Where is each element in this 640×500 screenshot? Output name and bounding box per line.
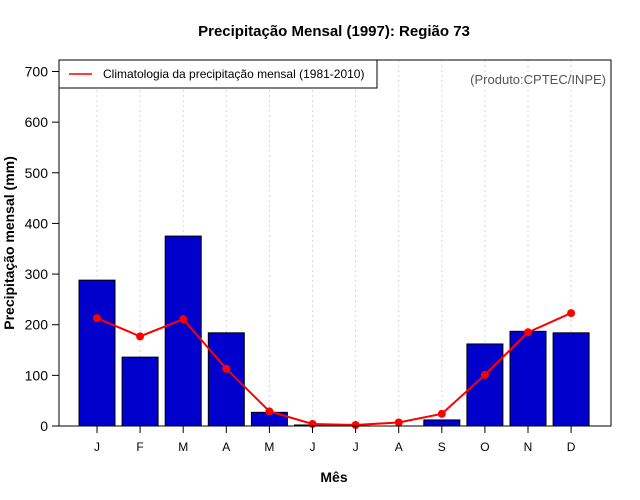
bar-4 <box>207 332 245 427</box>
chart-title: Precipitação Mensal (1997): Região 73 <box>198 23 470 40</box>
y-tick-label: 300 <box>25 266 49 282</box>
x-tick-label: M <box>178 440 188 454</box>
x-axis-label: Mês <box>320 469 347 485</box>
climatology-point-1 <box>93 314 101 323</box>
y-tick-label: 500 <box>25 165 49 181</box>
x-tick-label: O <box>480 440 489 454</box>
bars <box>78 235 590 427</box>
bar-3 <box>164 235 202 427</box>
climatology-point-11 <box>524 328 532 337</box>
y-tick-label: 0 <box>40 418 48 434</box>
y-tick-label: 700 <box>25 64 49 80</box>
climatology-point-2 <box>136 332 145 341</box>
bar-2 <box>121 356 159 427</box>
y-tick-label: 600 <box>25 114 49 130</box>
climatology-point-7 <box>351 420 360 429</box>
climatology-point-8 <box>394 418 403 427</box>
x-tick-label: J <box>310 440 316 454</box>
climatology-line <box>96 312 572 426</box>
legend-entry-climatology: Climatologia da precipitação mensal (198… <box>103 67 364 81</box>
legend-box <box>58 59 378 89</box>
credit-annotation: (Produto:CPTEC/INPE) <box>470 72 606 87</box>
y-axis: 0 100 200 300 400 500 600 700 <box>25 64 59 434</box>
bar-12 <box>552 332 590 427</box>
climatology-point-4 <box>222 364 231 373</box>
x-tick-label: N <box>524 440 533 454</box>
x-tick-label: J <box>353 440 359 454</box>
x-tick-label: M <box>264 440 274 454</box>
y-tick-label: 200 <box>25 317 49 333</box>
climatology-line-group <box>93 309 576 429</box>
climatology-point-10 <box>480 370 489 379</box>
climatology-point-5 <box>265 407 274 416</box>
climatology-point-3 <box>179 315 188 324</box>
y-tick-label: 400 <box>25 215 49 231</box>
bar-1 <box>78 279 116 427</box>
y-tick-label: 100 <box>25 367 49 383</box>
x-tick-label: F <box>136 440 143 454</box>
bar-9 <box>423 419 461 427</box>
x-tick-label: D <box>567 440 576 454</box>
legend: Climatologia da precipitação mensal (198… <box>58 59 378 89</box>
x-tick-label: A <box>222 440 230 454</box>
y-axis-label: Precipitação mensal (mm) <box>1 156 17 330</box>
climatology-point-9 <box>437 409 446 418</box>
climatology-point-12 <box>567 309 576 318</box>
bar-11 <box>509 330 547 427</box>
x-tick-label: S <box>438 440 446 454</box>
x-tick-label: A <box>395 440 403 454</box>
x-tick-label: J <box>94 440 100 454</box>
